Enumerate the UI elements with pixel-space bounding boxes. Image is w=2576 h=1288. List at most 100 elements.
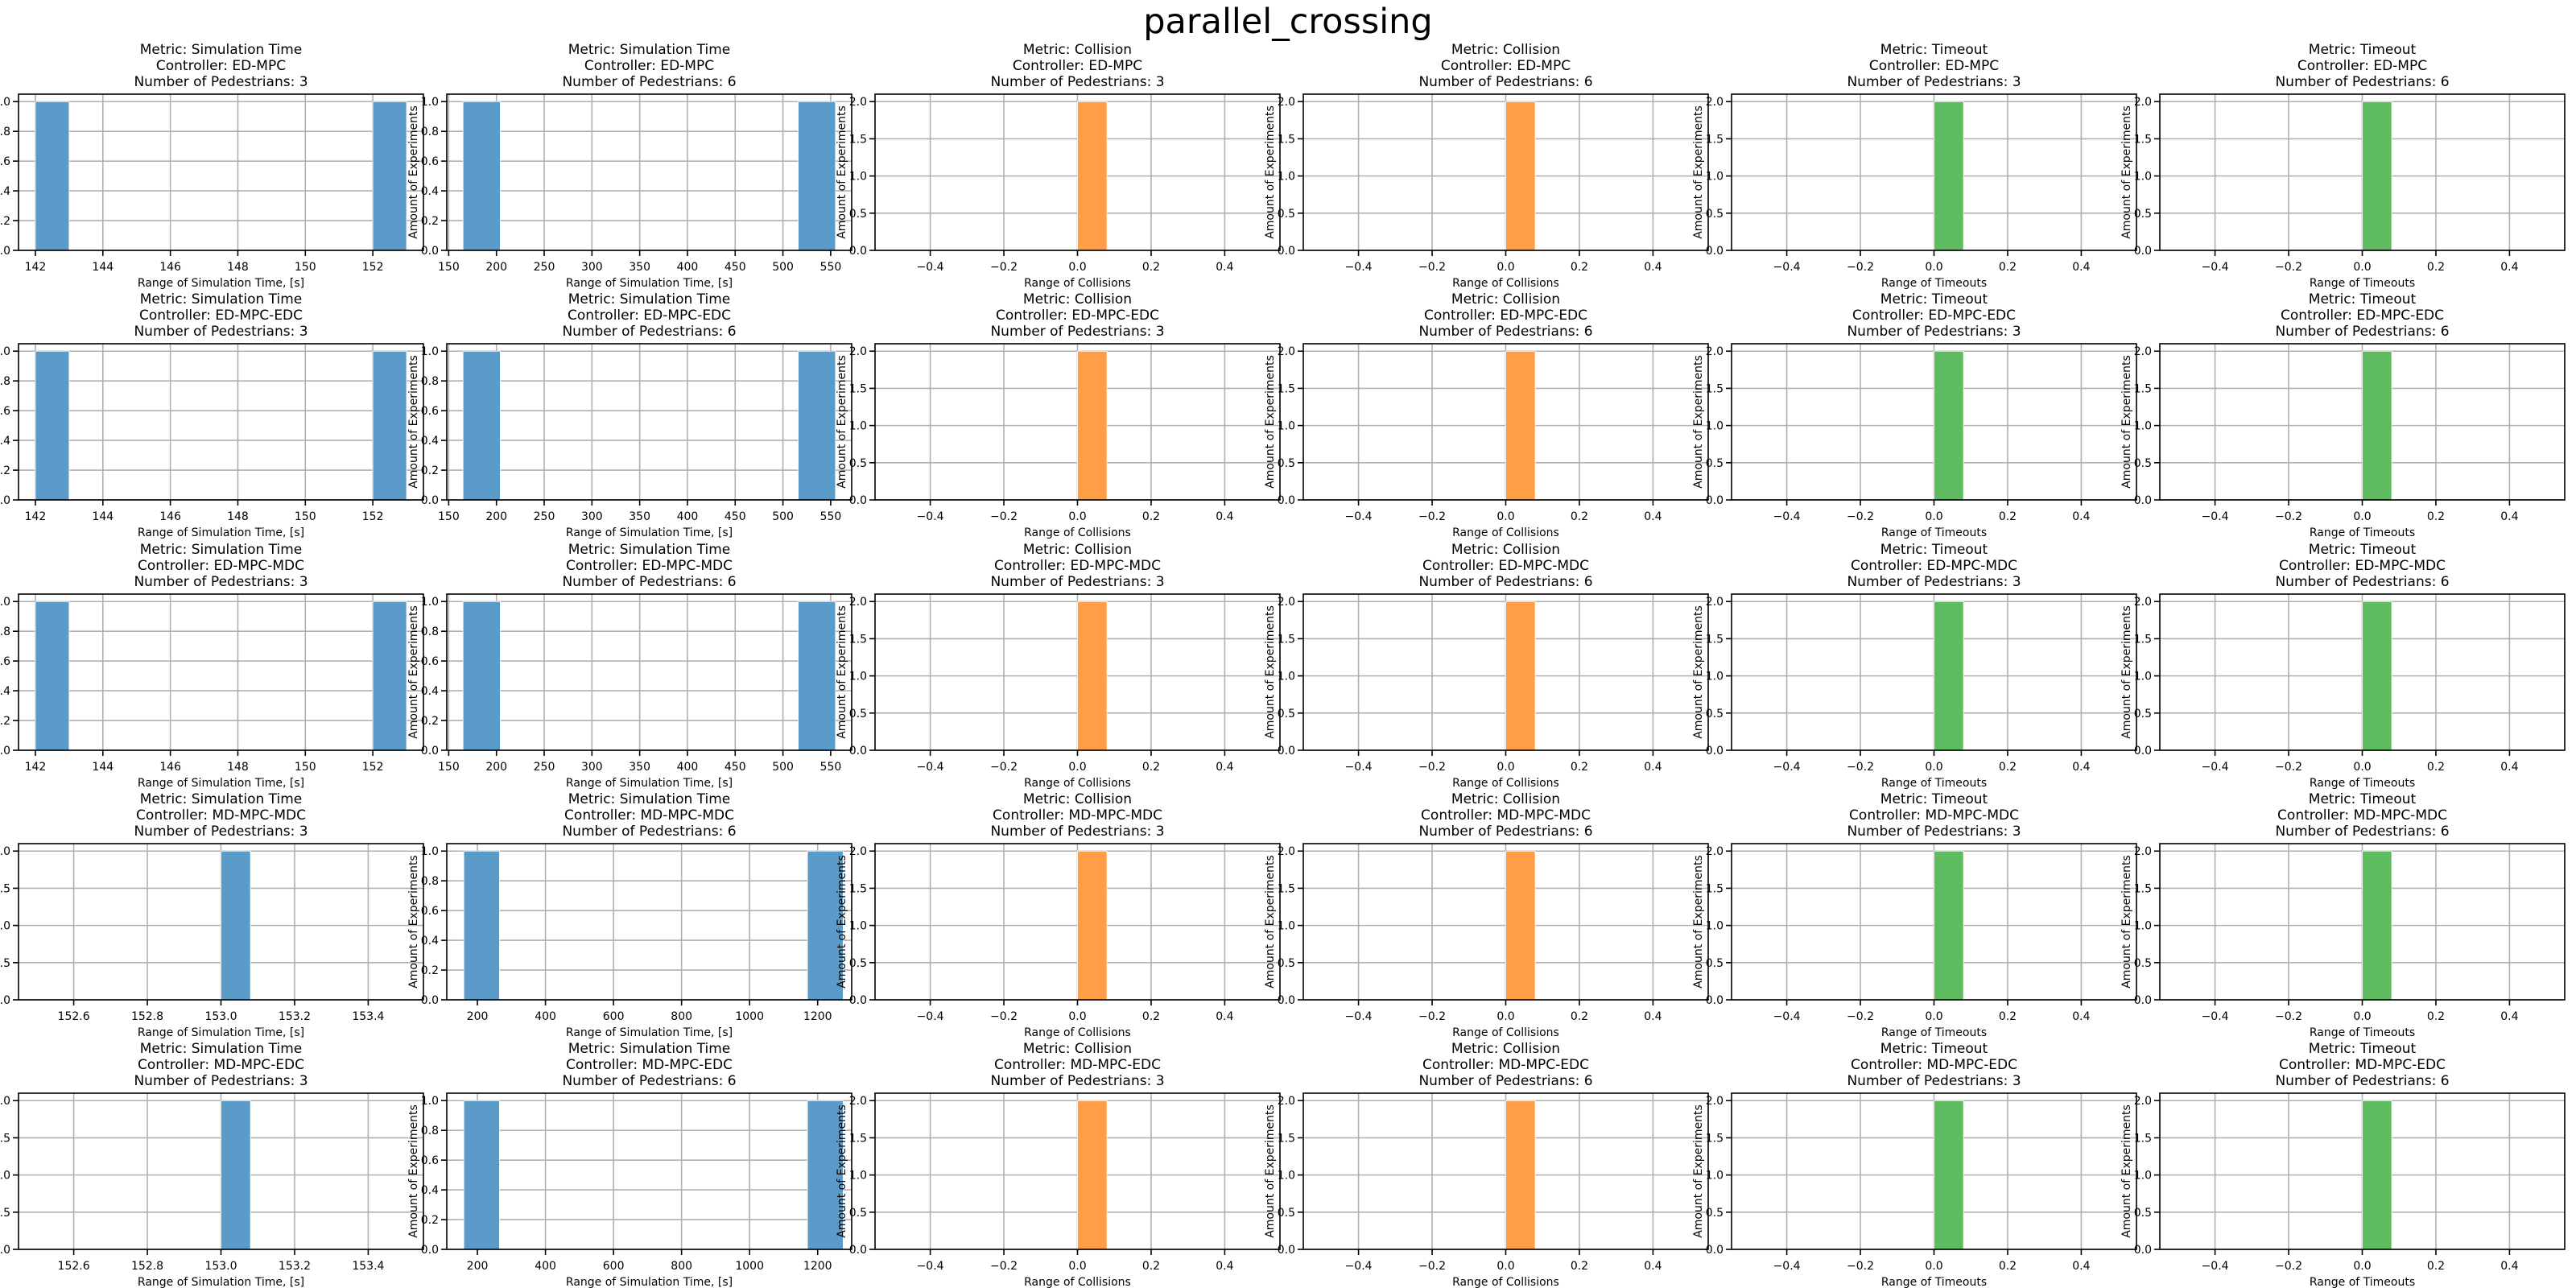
y-tick-label: 2.0 bbox=[1278, 596, 1295, 609]
y-axis-label: Amount of Experiments bbox=[1692, 855, 1705, 989]
y-tick-label: 0.5 bbox=[1706, 208, 1724, 221]
x-tick-label: 152.8 bbox=[131, 1260, 163, 1273]
subplot-title-line: Metric: Timeout bbox=[1880, 542, 1988, 558]
subplot-title-line: Controller: MD-MPC-MDC bbox=[993, 807, 1162, 824]
x-tick-label: −0.2 bbox=[1418, 761, 1446, 774]
y-tick-label: 0.6 bbox=[0, 655, 10, 668]
x-tick-label: −0.2 bbox=[1847, 761, 1874, 774]
y-tick-label: 0.4 bbox=[421, 685, 439, 698]
histogram-bar bbox=[35, 350, 70, 501]
y-tick-label: 1.5 bbox=[1706, 382, 1724, 395]
y-tick-label: 0.6 bbox=[421, 155, 439, 168]
subplot-title-line: Number of Pedestrians: 3 bbox=[990, 824, 1164, 840]
x-tick-label: 0.2 bbox=[1999, 510, 2017, 523]
y-tick-label: 1.0 bbox=[0, 920, 10, 933]
subplot-title-line: Number of Pedestrians: 6 bbox=[2275, 574, 2449, 590]
x-axis-label: Range of Simulation Time, [s] bbox=[566, 777, 733, 790]
y-tick-label: 1.0 bbox=[1278, 420, 1295, 433]
x-tick-label: 0.0 bbox=[1496, 510, 1514, 523]
x-tick-label: 0.0 bbox=[1068, 1260, 1086, 1273]
subplot: −0.4 −0.2 0.0 0.2 0.4 0.0 0.5 1.0 1.5 2.0 Range of… bbox=[1692, 291, 2137, 539]
x-axis-label: Range of Simulation Time, [s] bbox=[566, 1276, 733, 1288]
y-axis-label: Amount of Experiments bbox=[2120, 105, 2133, 239]
y-tick-label: 0.5 bbox=[1278, 957, 1295, 970]
y-tick-label: 1.5 bbox=[849, 382, 867, 395]
x-tick-label: 0.4 bbox=[2072, 761, 2090, 774]
y-axis-label: Amount of Experiments bbox=[1264, 105, 1277, 239]
subplot-title-line: Metric: Collision bbox=[1023, 291, 1132, 308]
y-tick-label: 2.0 bbox=[849, 1095, 867, 1108]
y-axis-label: Amount of Experiments bbox=[836, 1104, 848, 1238]
x-tick-label: −0.2 bbox=[1847, 1260, 1874, 1273]
x-tick-label: −0.4 bbox=[2202, 1010, 2229, 1023]
subplot-title-line: Metric: Simulation Time bbox=[140, 542, 303, 558]
x-axis-label: Range of Timeouts bbox=[1881, 777, 1987, 790]
subplot-title-line: Metric: Collision bbox=[1023, 542, 1132, 558]
figure-suptitle: parallel_crossing bbox=[1143, 2, 1433, 42]
x-tick-label: −0.4 bbox=[1773, 261, 1801, 274]
x-tick-label: 0.4 bbox=[2072, 510, 2090, 523]
y-tick-label: 1.0 bbox=[2134, 1170, 2152, 1183]
subplot-title-line: Number of Pedestrians: 6 bbox=[2275, 324, 2449, 340]
y-tick-label: 0.5 bbox=[849, 457, 867, 470]
y-tick-label: 0.0 bbox=[2134, 994, 2152, 1007]
y-tick-label: 0.4 bbox=[0, 185, 10, 198]
y-tick-label: 1.5 bbox=[849, 633, 867, 646]
subplot: 152.6 152.8 153.0 153.2 153.4 0.0 0.5 1.0 1.5 2.0… bbox=[0, 791, 424, 1039]
x-tick-label: −0.2 bbox=[1418, 1260, 1446, 1273]
x-tick-label: 0.0 bbox=[1068, 510, 1086, 523]
y-tick-label: 2.0 bbox=[2134, 96, 2152, 109]
y-tick-label: 0.8 bbox=[421, 875, 439, 888]
y-tick-label: 1.0 bbox=[2134, 920, 2152, 933]
y-tick-label: 0.4 bbox=[421, 435, 439, 448]
x-tick-label: −0.4 bbox=[917, 1010, 944, 1023]
x-tick-label: 0.2 bbox=[1571, 1010, 1588, 1023]
subplot-title-line: Metric: Simulation Time bbox=[140, 791, 303, 807]
y-tick-label: 1.0 bbox=[1706, 420, 1724, 433]
subplot: −0.4 −0.2 0.0 0.2 0.4 0.0 0.5 1.0 1.5 2.0 Range of… bbox=[1264, 42, 1709, 290]
y-tick-label: 0.2 bbox=[0, 715, 10, 728]
subplot-title-line: Controller: MD-MPC-MDC bbox=[1421, 807, 1591, 824]
y-axis-label: Amount of Experiments bbox=[1264, 1104, 1277, 1238]
x-tick-label: 0.4 bbox=[2500, 1260, 2518, 1273]
y-tick-label: 1.0 bbox=[849, 1170, 867, 1183]
x-tick-label: 150 bbox=[438, 261, 460, 274]
subplot-title-line: Number of Pedestrians: 6 bbox=[1418, 74, 1592, 90]
y-axis-label: Amount of Experiments bbox=[1692, 605, 1705, 739]
x-tick-label: 550 bbox=[820, 510, 842, 523]
y-tick-label: 1.0 bbox=[0, 345, 10, 358]
x-tick-label: 300 bbox=[581, 510, 603, 523]
y-tick-label: 0.0 bbox=[2134, 745, 2152, 758]
y-tick-label: 0.0 bbox=[849, 494, 867, 507]
subplot-title-line: Controller: ED-MPC-EDC bbox=[568, 308, 731, 324]
subplot: −0.4 −0.2 0.0 0.2 0.4 0.0 0.5 1.0 1.5 2.0 Range of… bbox=[836, 42, 1281, 290]
subplot-title-line: Number of Pedestrians: 6 bbox=[2275, 824, 2449, 840]
subplot-title-line: Controller: ED-MPC bbox=[2297, 58, 2427, 74]
x-tick-label: −0.2 bbox=[1847, 261, 1874, 274]
x-tick-label: 0.0 bbox=[2353, 261, 2371, 274]
x-tick-label: −0.4 bbox=[1345, 761, 1373, 774]
y-tick-label: 0.6 bbox=[421, 405, 439, 418]
axes-frame bbox=[446, 343, 852, 501]
y-tick-label: 0.5 bbox=[1706, 957, 1724, 970]
x-tick-label: 0.4 bbox=[2500, 261, 2518, 274]
histogram-bar bbox=[463, 850, 500, 1001]
x-tick-label: −0.4 bbox=[1345, 510, 1373, 523]
x-tick-label: 200 bbox=[485, 761, 507, 774]
x-tick-label: 144 bbox=[92, 510, 114, 523]
y-tick-label: 0.5 bbox=[1278, 1207, 1295, 1220]
x-tick-label: 200 bbox=[467, 1010, 489, 1023]
y-tick-label: 0.0 bbox=[849, 994, 867, 1007]
axes-frame bbox=[18, 343, 424, 501]
axes-frame bbox=[18, 93, 424, 251]
y-tick-label: 0.0 bbox=[849, 745, 867, 758]
x-tick-label: 350 bbox=[629, 510, 650, 523]
subplot: −0.4 −0.2 0.0 0.2 0.4 0.0 0.5 1.0 1.5 2.0 Range of… bbox=[2120, 1041, 2566, 1288]
x-tick-label: −0.4 bbox=[1773, 1260, 1801, 1273]
subplot-title-line: Number of Pedestrians: 6 bbox=[1418, 574, 1592, 590]
x-tick-label: 146 bbox=[159, 510, 181, 523]
histogram-bar bbox=[462, 101, 501, 251]
x-axis-label: Range of Simulation Time, [s] bbox=[138, 1276, 304, 1288]
x-tick-label: 400 bbox=[535, 1260, 556, 1273]
y-tick-label: 1.0 bbox=[421, 1095, 439, 1108]
